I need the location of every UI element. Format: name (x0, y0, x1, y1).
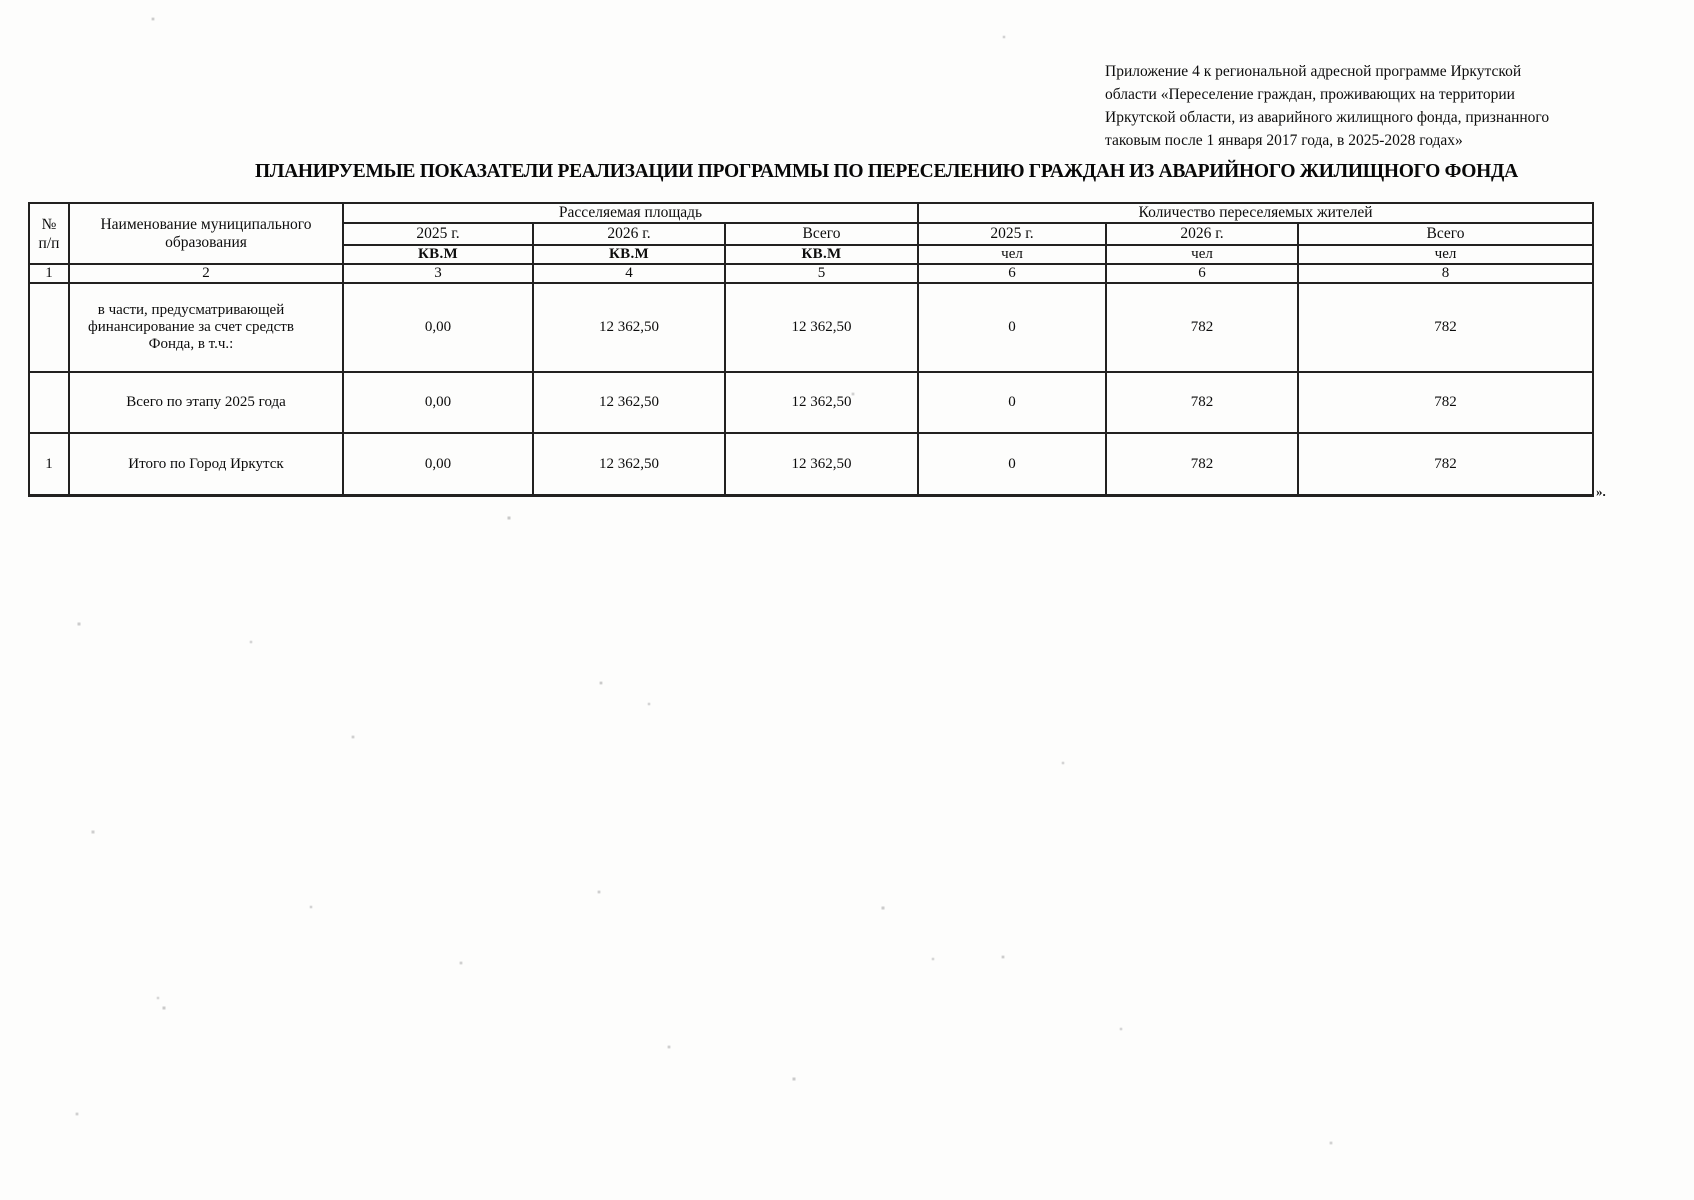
header-num-line2: п/п (38, 234, 60, 252)
col-number-2: 2 (68, 263, 344, 284)
row-name: Всего по этапу 2025 года (68, 371, 344, 434)
header-year-res-total: Всего (1296, 222, 1595, 246)
row-value-area-2026: 12 362,50 (532, 371, 726, 434)
row-num (28, 371, 70, 434)
col-number-3: 3 (342, 263, 534, 284)
col-number-4: 4 (532, 263, 726, 284)
row-value-area-total: 12 362,50 (724, 282, 919, 373)
table-header-years-row: 2025 г. 2026 г. Всего 2025 г. 2026 г. Вс… (29, 222, 1595, 246)
header-year-area-2025: 2025 г. (342, 222, 534, 246)
appendix-note: Приложение 4 к региональной адресной про… (1105, 60, 1575, 152)
header-unit-sqm-3: кв.м (724, 244, 919, 265)
table-header-group-row: № п/п Наименование муниципального образо… (28, 202, 1595, 265)
header-year-area-2026: 2026 г. (532, 222, 726, 246)
header-group-area: Расселяемая площадь (342, 202, 919, 224)
col-number-1: 1 (28, 263, 70, 284)
row-num: 1 (28, 432, 70, 497)
header-num-cell: № п/п (28, 202, 70, 265)
appendix-note-line-3: Иркутской области, из аварийного жилищно… (1105, 109, 1550, 126)
scan-noise (0, 0, 2, 2)
col-number-5: 5 (724, 263, 919, 284)
header-num-line1: № (41, 215, 57, 233)
row-value-area-2025: 0,00 (342, 432, 534, 497)
col-number-6: 6 (917, 263, 1107, 284)
document-title: ПЛАНИРУЕМЫЕ ПОКАЗАТЕЛИ РЕАЛИЗАЦИИ ПРОГРА… (255, 161, 1518, 182)
row-value-area-2026: 12 362,50 (532, 432, 726, 497)
col-number-7: 6 (1105, 263, 1299, 284)
header-year-area-total: Всего (724, 222, 919, 246)
row-value-res-total: 782 (1296, 282, 1595, 373)
header-unit-people-1: чел (917, 244, 1107, 265)
row-value-res-2025: 0 (917, 282, 1107, 373)
row-value-res-2025: 0 (917, 371, 1107, 434)
closing-quote-mark: ». (1596, 484, 1606, 499)
col-number-8: 8 (1296, 263, 1595, 284)
header-unit-sqm-1: кв.м (342, 244, 534, 265)
appendix-note-line-4: таковым после 1 января 2017 года, в 2025… (1105, 132, 1463, 149)
row-value-res-2026: 782 (1105, 371, 1299, 434)
header-unit-people-3: чел (1296, 244, 1595, 265)
indicators-table: № п/п Наименование муниципального образо… (28, 202, 1595, 497)
row-value-res-total: 782 (1296, 371, 1595, 434)
header-municipality-cell: Наименование муниципального образования (68, 202, 344, 265)
row-value-area-total: 12 362,50 (724, 371, 919, 434)
row-value-res-total: 782 (1296, 432, 1595, 497)
header-year-res-2025: 2025 г. (917, 222, 1107, 246)
row-value-area-2025: 0,00 (342, 371, 534, 434)
row-value-res-2025: 0 (917, 432, 1107, 497)
row-value-res-2026: 782 (1105, 282, 1299, 373)
appendix-note-line-1: Приложение 4 к региональной адресной про… (1105, 63, 1522, 80)
row-value-area-2026: 12 362,50 (532, 282, 726, 373)
row-value-area-total: 12 362,50 (724, 432, 919, 497)
appendix-note-line-2: области «Переселение граждан, проживающи… (1105, 86, 1515, 103)
header-unit-people-2: чел (1105, 244, 1299, 265)
row-name: Итого по Город Иркутск (68, 432, 344, 497)
header-unit-sqm-2: кв.м (532, 244, 726, 265)
row-num (28, 282, 70, 373)
table-row-fund-part: в части, предусматривающей финансировани… (28, 282, 1595, 373)
header-group-residents: Количество переселяемых жителей (916, 202, 1595, 224)
table-header-units-row: кв.м кв.м кв.м чел чел чел (29, 244, 1595, 265)
row-name: в части, предусматривающей финансировани… (68, 282, 344, 373)
table-row-city-total: 1 Итого по Город Иркутск 0,00 12 362,50 … (28, 432, 1595, 497)
row-value-res-2026: 782 (1105, 432, 1299, 497)
header-year-res-2026: 2026 г. (1105, 222, 1299, 246)
row-value-area-2025: 0,00 (342, 282, 534, 373)
table-row-stage-total: Всего по этапу 2025 года 0,00 12 362,50 … (28, 371, 1595, 434)
table-column-numbers-row: 1 2 3 4 5 6 6 8 (28, 263, 1595, 284)
